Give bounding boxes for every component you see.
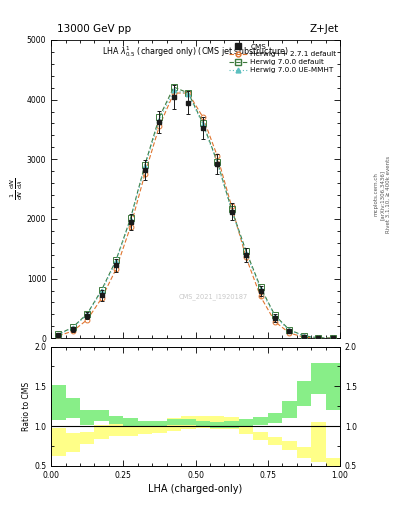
Bar [167,419,181,425]
Text: Rivet 3.1.10, ≥ 400k events: Rivet 3.1.10, ≥ 400k events [386,156,391,233]
Bar [109,424,123,437]
Bar [51,428,66,456]
Text: CMS_2021_I1920187: CMS_2021_I1920187 [178,293,248,300]
Bar [181,419,196,425]
Bar [210,416,224,429]
Bar [94,410,109,421]
Bar [239,424,253,434]
Bar [224,417,239,429]
Bar [224,421,239,428]
Bar [138,420,152,426]
Bar [138,421,152,434]
Text: [arXiv:1306.3436]: [arXiv:1306.3436] [380,169,384,220]
Bar [80,432,94,444]
Text: Z+Jet: Z+Jet [310,24,339,34]
Bar [325,458,340,474]
Bar [196,421,210,427]
Bar [152,420,167,433]
Bar [167,418,181,431]
Bar [210,422,224,428]
Bar [282,401,297,418]
Bar [268,413,282,423]
Y-axis label: $\frac{1}{\mathrm{d}N}\,\frac{\mathrm{d}N}{\mathrm{d}\lambda}$: $\frac{1}{\mathrm{d}N}\,\frac{\mathrm{d}… [9,178,25,200]
Text: mcplots.cern.ch: mcplots.cern.ch [373,173,378,217]
Legend: CMS, Herwig++ 2.7.1 default, Herwig 7.0.0 default, Herwig 7.0.0 UE-MMHT: CMS, Herwig++ 2.7.1 default, Herwig 7.0.… [228,42,338,75]
Bar [282,441,297,450]
Bar [66,433,80,452]
Text: LHA $\lambda^{1}_{0.5}$ (charged only) (CMS jet substructure): LHA $\lambda^{1}_{0.5}$ (charged only) (… [102,45,289,59]
Bar [66,397,80,418]
Bar [152,420,167,427]
Bar [268,437,282,445]
Text: 13000 GeV pp: 13000 GeV pp [57,24,131,34]
Bar [123,418,138,426]
Bar [80,410,94,424]
Y-axis label: Ratio to CMS: Ratio to CMS [22,381,31,431]
Bar [109,416,123,424]
Bar [196,416,210,428]
X-axis label: LHA (charged-only): LHA (charged-only) [149,484,242,494]
Bar [253,432,268,440]
Bar [94,424,109,439]
Bar [253,417,268,424]
Bar [311,422,325,462]
Bar [297,447,311,458]
Bar [239,419,253,426]
Bar [181,416,196,429]
Bar [325,362,340,410]
Bar [123,421,138,436]
Bar [311,362,325,394]
Bar [297,381,311,406]
Bar [51,385,66,420]
